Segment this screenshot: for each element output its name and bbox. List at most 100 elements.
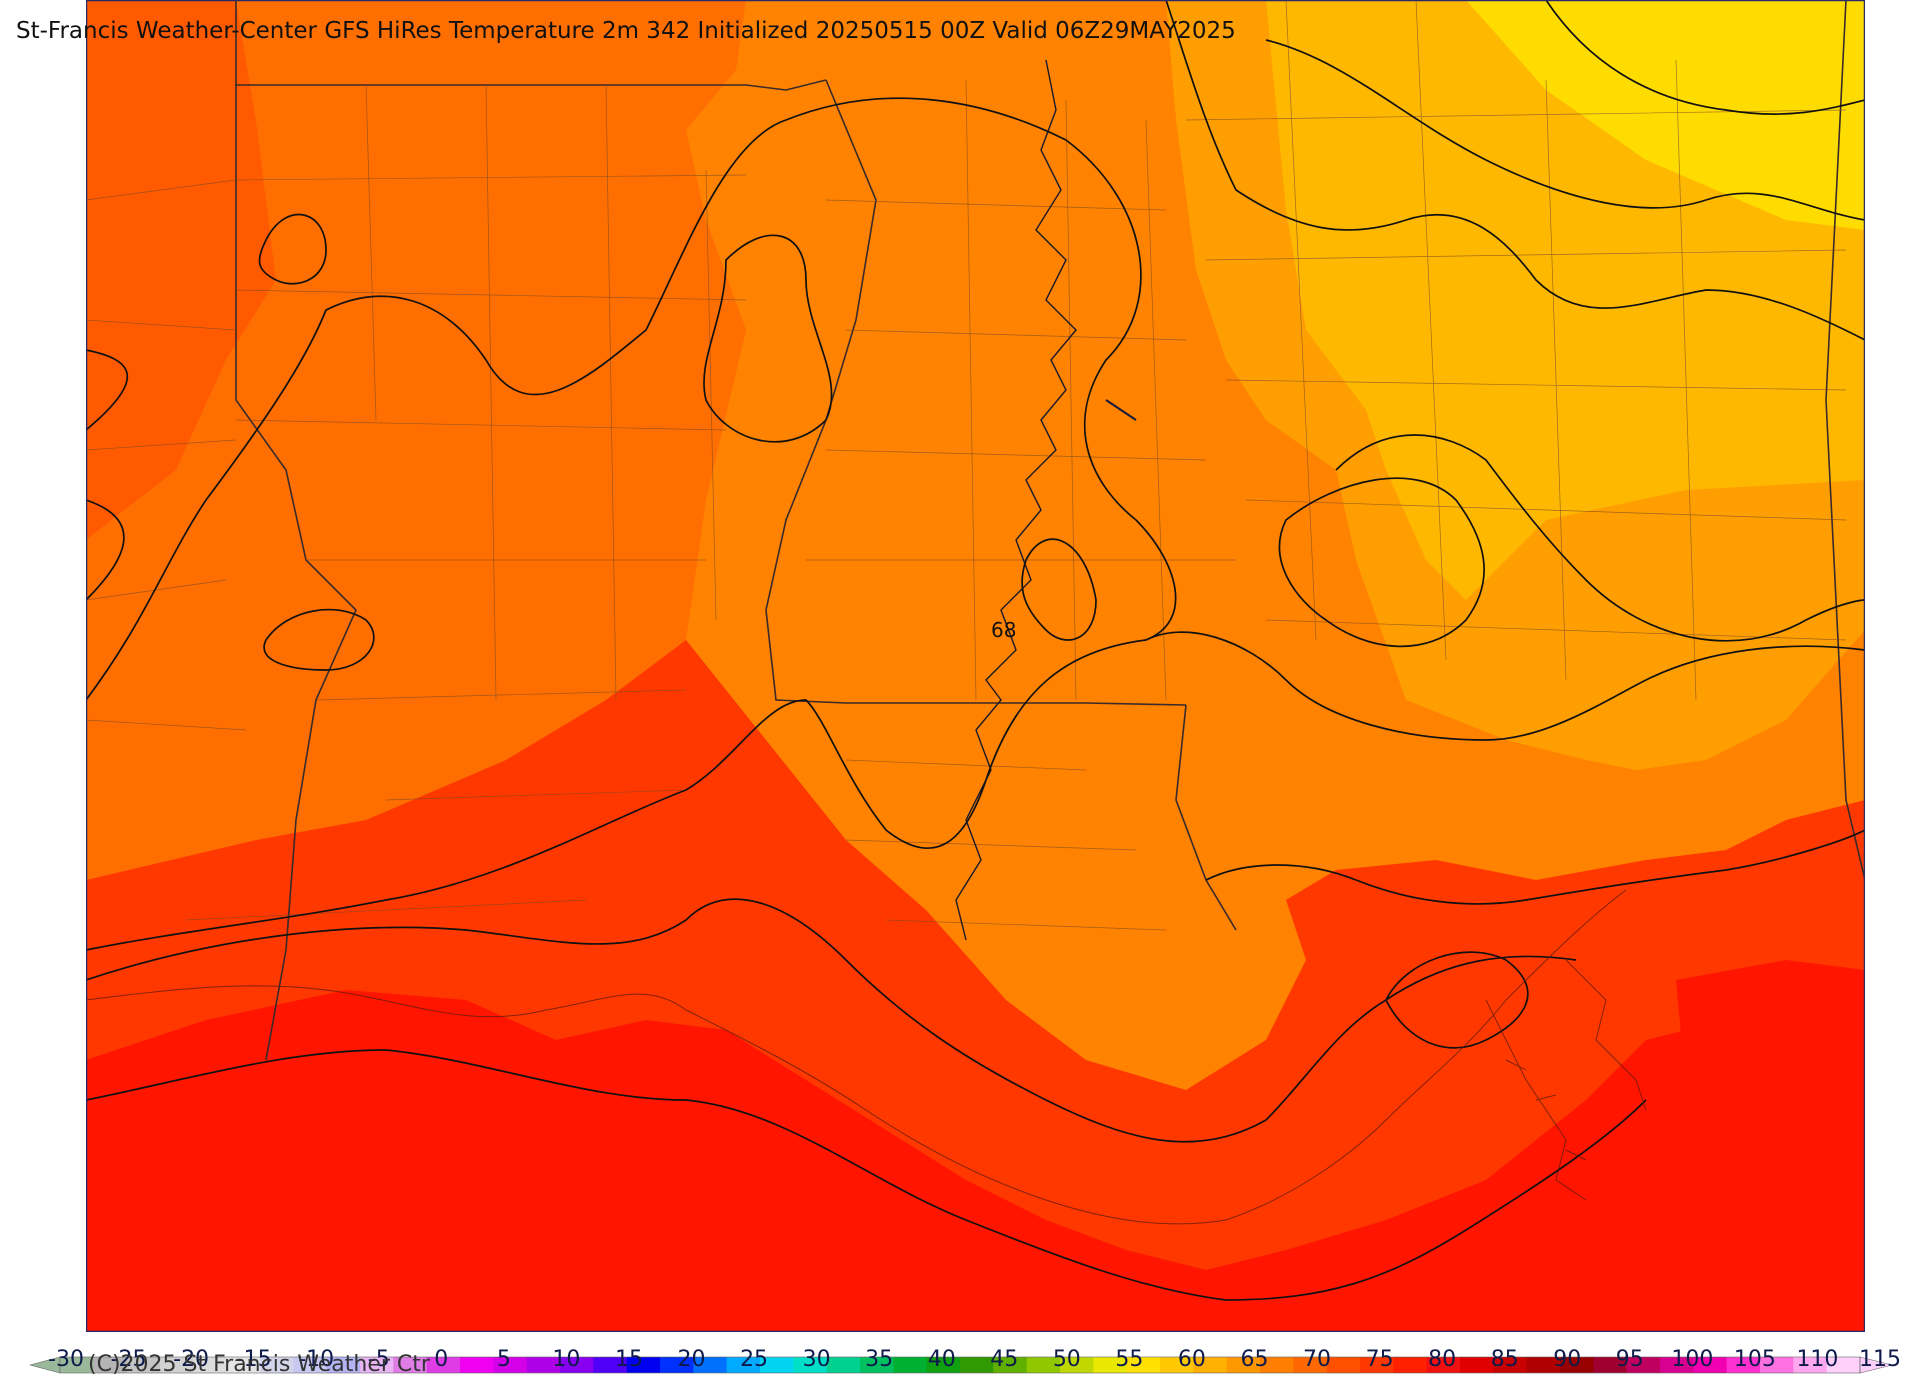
legend-color-cell [426,1357,461,1373]
legend-tick-label: 85 [1490,1347,1519,1372]
legend-color-cell [293,1357,328,1373]
legend-tick-label: -20 [173,1347,210,1372]
legend-color-cell [1826,1357,1861,1373]
legend-color-cell [1360,1357,1394,1373]
legend-color-cell [60,1357,94,1373]
legend-color-cell [1160,1357,1194,1373]
temperature-zone-gulf [86,990,1865,1332]
legend-tick-label: -10 [298,1347,335,1372]
legend-color-cell [1626,1357,1661,1373]
legend-color-cell [1326,1357,1361,1373]
legend-tick-label: 5 [496,1347,511,1372]
legend-tick-label: 80 [1428,1347,1457,1372]
legend-color-cell [1260,1357,1294,1373]
legend-color-cell [126,1357,161,1373]
legend-color-cell [1526,1357,1561,1373]
legend-tick-label: 45 [990,1347,1019,1372]
legend-color-cell [560,1357,594,1373]
legend-tick-label: 50 [1052,1347,1081,1372]
legend-color-cell [526,1357,561,1373]
legend-tick-label: -30 [48,1347,84,1372]
legend-color-cell [1426,1357,1461,1373]
state-boundaries [235,0,1865,1061]
location-marker [1105,399,1137,421]
legend-tick-label: 20 [677,1347,706,1372]
legend-tick-label: -25 [110,1347,147,1372]
legend-color-cell [860,1357,894,1373]
mississippi-river [955,59,1077,941]
map-title: St-Francis Weather-Center GFS HiRes Temp… [16,18,1236,44]
legend-color-cell [1660,1357,1694,1373]
legend-color-cell [726,1357,761,1373]
legend-color-cell [793,1357,828,1373]
legend-tick-label: 60 [1177,1347,1206,1372]
county-lines [86,0,1847,931]
legend-tick-label: 0 [434,1347,449,1372]
legend-tick-label: 75 [1365,1347,1394,1372]
legend-tick-label: 55 [1115,1347,1144,1372]
legend-color-cell [1693,1357,1728,1373]
legend-tick-label: 25 [740,1347,769,1372]
legend-color-cell [1293,1357,1328,1373]
legend-color-cell [993,1357,1028,1373]
temperature-zone-far-northeast [1466,0,1865,230]
legend-color-cell [1726,1357,1761,1373]
legend-color-cell [926,1357,961,1373]
legend-tick-label: 15 [614,1347,643,1372]
isotherm-contours [86,0,1865,1301]
legend-color-cell [260,1357,294,1373]
legend-color-cell [1793,1357,1828,1373]
legend-color-cell [1760,1357,1794,1373]
legend-color-cell [1026,1357,1061,1373]
legend-tick-label: 110 [1796,1347,1839,1372]
legend-color-cell [1393,1357,1428,1373]
legend-tick-label: 100 [1671,1347,1714,1372]
legend-tick-label: 90 [1553,1347,1582,1372]
legend-tick-label: 70 [1303,1347,1332,1372]
legend-color-cell [693,1357,728,1373]
legend-tick-label: -5 [367,1347,390,1372]
legend-color-cell [1193,1357,1228,1373]
legend-color-cell [393,1357,428,1373]
legend-color-cell [1493,1357,1528,1373]
legend-color-cell [593,1357,628,1373]
legend-color-cell [826,1357,861,1373]
temperature-color-legend [28,1356,1893,1374]
legend-tick-label: 10 [552,1347,581,1372]
legend-tick-label: -15 [235,1347,272,1372]
legend-color-cell [193,1357,228,1373]
legend-tick-label: 40 [927,1347,956,1372]
legend-color-cell [1560,1357,1594,1373]
legend-color-cell [326,1357,361,1373]
legend-color-cell [493,1357,528,1373]
legend-color-cell [1226,1357,1261,1373]
legend-color-cell [960,1357,994,1373]
temperature-zone-gulf-east-pocket [1676,960,1865,1110]
legend-color-cell [626,1357,661,1373]
legend-color-cell [893,1357,928,1373]
copyright-notice: (C)2025 St Francis Weather Ctr [88,1352,430,1377]
temperature-map: 68 [86,0,1865,1332]
contour-label: 68 [991,618,1016,642]
map-frame [86,0,1865,1332]
legend-color-cell [93,1357,128,1373]
legend-outline [59,1356,1861,1374]
legend-color-cell [1593,1357,1628,1373]
legend-color-cell [226,1357,261,1373]
temperature-zone-west [86,0,746,880]
legend-tick-label: 30 [802,1347,831,1372]
legend-tick-label: 95 [1615,1347,1644,1372]
legend-color-cell [1060,1357,1094,1373]
temperature-zone-far-west [86,0,276,540]
legend-color-cell [460,1357,494,1373]
legend-color-cell [760,1357,794,1373]
legend-tick-label: 35 [865,1347,894,1372]
legend-color-cell [160,1357,194,1373]
legend-color-cell [660,1357,694,1373]
legend-color-cell [1126,1357,1161,1373]
legend-color-cell [1093,1357,1128,1373]
legend-tick-label: 115 [1859,1347,1901,1372]
legend-tick-label: 65 [1240,1347,1269,1372]
legend-color-cell [360,1357,394,1373]
coastline [86,889,1647,1225]
